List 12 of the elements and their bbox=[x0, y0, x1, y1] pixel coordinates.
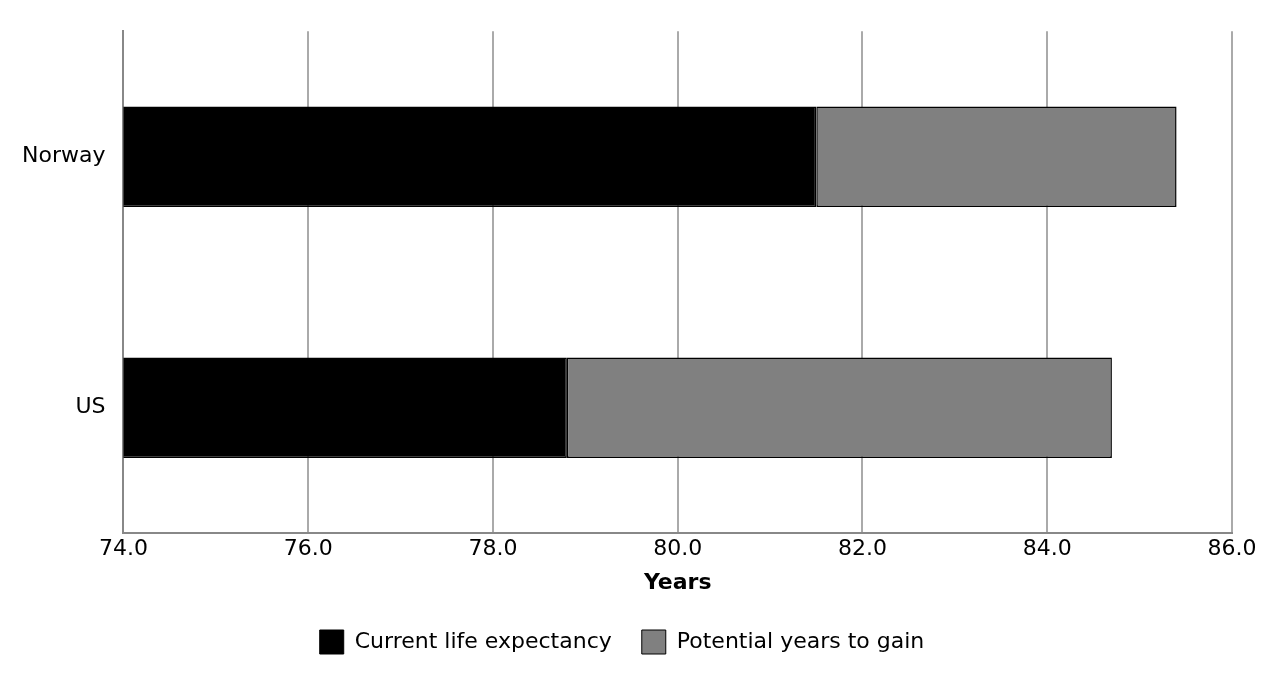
x-tick-label: 78.0 bbox=[468, 535, 518, 561]
y-tick-label: Norway bbox=[21, 142, 106, 168]
x-tick-label: 80.0 bbox=[653, 535, 703, 561]
x-tick-label: 84.0 bbox=[1022, 535, 1072, 561]
x-tick-label: 76.0 bbox=[283, 535, 333, 561]
x-axis-title: Years bbox=[642, 568, 712, 594]
y-tick-label: US bbox=[75, 393, 106, 419]
x-tick-label: 86.0 bbox=[1207, 535, 1257, 561]
legend-label: Current life expectancy bbox=[354, 627, 612, 653]
legend-label: Potential years to gain bbox=[676, 627, 925, 653]
x-tick-label: 74.0 bbox=[98, 535, 148, 561]
x-tick-label: 82.0 bbox=[837, 535, 887, 561]
